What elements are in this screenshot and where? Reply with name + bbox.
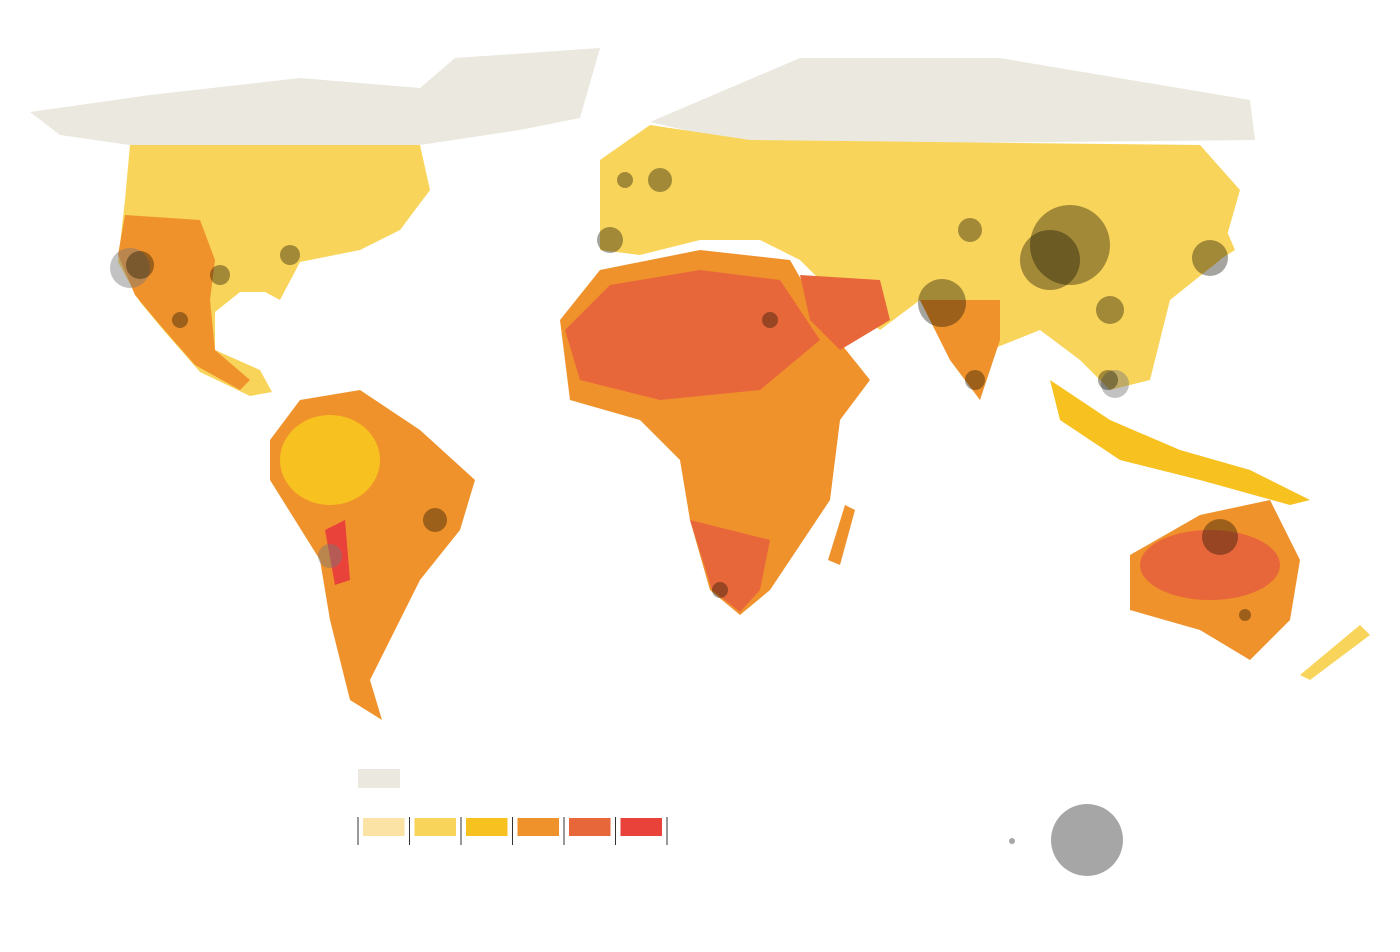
city-circle: [1202, 519, 1238, 555]
madagascar: [828, 505, 855, 565]
city-circle: [280, 245, 300, 265]
landmass: [30, 48, 1370, 720]
population-circles: [110, 168, 1251, 621]
city-circle: [648, 168, 672, 192]
sahara: [565, 270, 820, 400]
city-circle: [1239, 609, 1251, 621]
city-circle: [1101, 370, 1129, 398]
class-swatch: [517, 818, 559, 836]
city-circle: [617, 172, 633, 188]
city-circle: [958, 218, 982, 242]
new-zealand: [1300, 625, 1370, 680]
size-small: [1009, 838, 1015, 844]
city-circle: [1098, 370, 1118, 390]
city-circle: [965, 370, 985, 390]
city-circle: [1020, 230, 1080, 290]
city-circle: [318, 544, 342, 568]
legend: [357, 769, 1123, 876]
india: [920, 300, 1000, 400]
no-data-swatch: [358, 769, 400, 788]
city-circle: [1096, 296, 1124, 324]
amazon: [280, 415, 380, 505]
class-swatch: [569, 818, 611, 836]
city-circle: [1030, 205, 1110, 285]
city-circle: [126, 251, 154, 279]
arctic-no-data: [650, 58, 1255, 145]
andes: [325, 520, 350, 585]
class-swatch: [620, 818, 662, 836]
class-swatch: [414, 818, 456, 836]
mexico: [118, 215, 250, 390]
class-swatch: [466, 818, 508, 836]
city-circle: [918, 279, 966, 327]
city-circle: [172, 312, 188, 328]
city-circle: [423, 508, 447, 532]
size-large: [1051, 804, 1123, 876]
city-circle: [1192, 240, 1228, 276]
eurasia: [600, 125, 1240, 400]
australia-interior: [1140, 530, 1280, 600]
city-circle: [597, 227, 623, 253]
city-circle: [210, 265, 230, 285]
city-circle: [762, 312, 778, 328]
southeast-asia: [1050, 380, 1310, 505]
arabia: [800, 275, 890, 350]
arctic-no-data: [30, 48, 600, 145]
class-swatch: [363, 818, 405, 836]
city-circle: [712, 582, 728, 598]
southern-africa: [690, 520, 770, 612]
japan: [1195, 215, 1235, 275]
city-circle: [110, 248, 150, 288]
